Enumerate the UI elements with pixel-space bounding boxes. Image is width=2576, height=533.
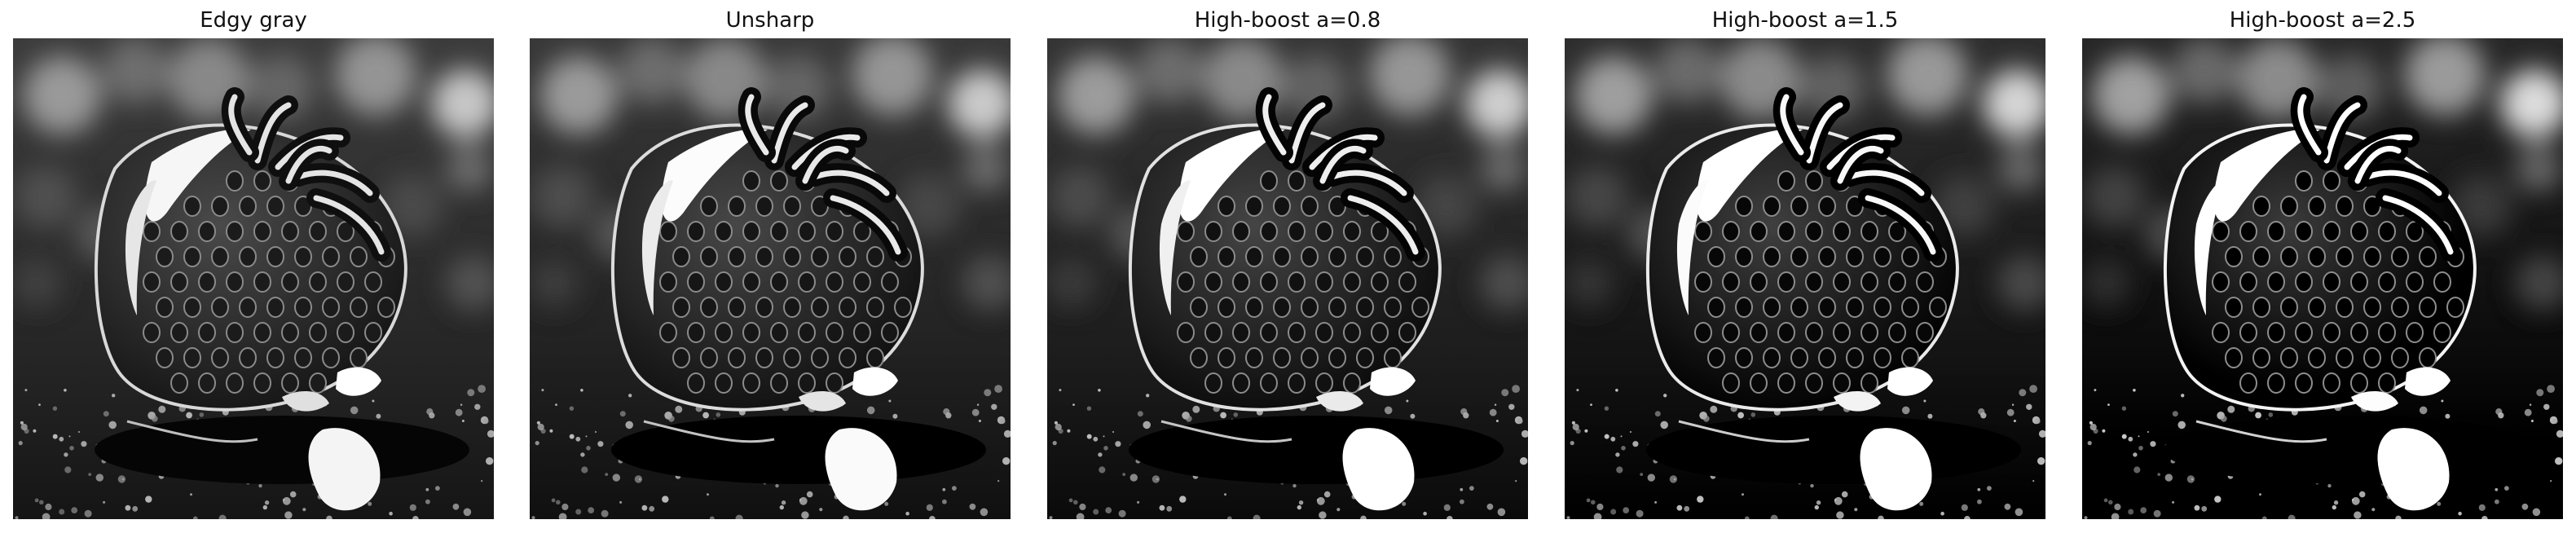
- panel-title: Edgy gray: [200, 8, 307, 33]
- panel-title: High-boost a=2.5: [2229, 8, 2416, 33]
- panel-unsharp: Unsharp: [530, 0, 1011, 533]
- panel-title: High-boost a=0.8: [1194, 8, 1381, 33]
- panel-edgy-gray: Edgy gray: [13, 0, 494, 533]
- panel-high-boost-1-5: High-boost a=1.5: [1565, 0, 2045, 533]
- strawberry-image: [2082, 38, 2563, 519]
- strawberry-image: [13, 38, 494, 519]
- panel-high-boost-2-5: High-boost a=2.5: [2082, 0, 2563, 533]
- panel-high-boost-0-8: High-boost a=0.8: [1047, 0, 1528, 533]
- strawberry-image: [530, 38, 1011, 519]
- strawberry-image: [1047, 38, 1528, 519]
- panel-title: Unsharp: [725, 8, 815, 33]
- strawberry-image: [1565, 38, 2045, 519]
- panel-title: High-boost a=1.5: [1711, 8, 1899, 33]
